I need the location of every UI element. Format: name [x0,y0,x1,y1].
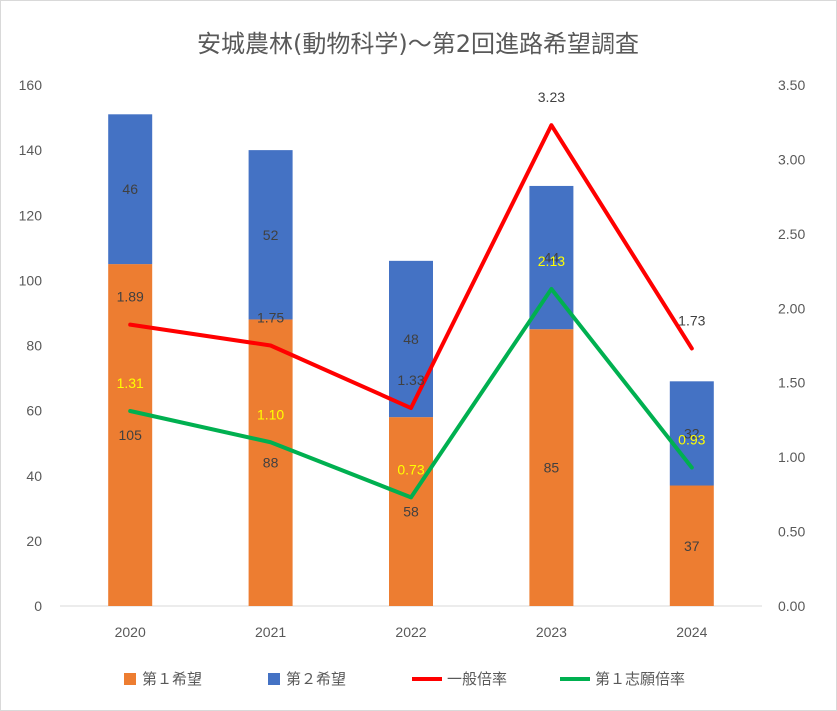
bar-value-label: 105 [119,427,143,443]
bar-data-labels: 105 88 58 85 37 46 52 48 44 32 [119,181,700,554]
bar-value-label: 88 [263,455,279,471]
line-value-label: 0.73 [397,461,424,477]
right-tick-label: 0.50 [778,524,805,540]
right-tick-label: 2.00 [778,300,805,316]
left-tick-label: 80 [26,338,42,354]
x-axis: 2020 2021 2022 2023 2024 [115,624,708,640]
left-tick-label: 20 [26,533,42,549]
left-tick-label: 140 [19,142,43,158]
legend: 第１希望 第２希望 一般倍率 第１志願倍率 [124,670,685,688]
bar-second-choice [108,114,153,265]
bar-value-label: 44 [544,250,560,266]
right-tick-label: 2.50 [778,226,805,242]
left-axis: 0 20 40 60 80 100 120 140 160 [19,77,43,614]
legend-label: 第１希望 [142,670,202,688]
bar-first-choice [108,264,153,606]
line-value-label: 0.93 [678,432,705,448]
line-value-label: 1.75 [257,310,284,326]
right-tick-label: 3.00 [778,151,805,167]
x-tick-label: 2021 [255,624,286,640]
x-tick-label: 2023 [536,624,567,640]
right-tick-label: 3.50 [778,77,805,93]
x-tick-label: 2022 [395,624,426,640]
x-tick-label: 2024 [676,624,707,640]
line-data-labels: 1.89 1.75 1.33 3.23 1.73 1.31 1.10 0.73 2.13 0.93 [117,89,706,477]
legend-label: 一般倍率 [447,670,507,688]
bar-value-label: 52 [263,227,279,243]
left-tick-label: 120 [19,207,43,223]
bar-value-label: 32 [684,425,700,441]
legend-label: 第１志願倍率 [595,670,685,688]
bar-value-label: 48 [403,331,419,347]
line-value-label: 3.23 [538,89,565,105]
x-tick-label: 2020 [115,624,146,640]
left-tick-label: 40 [26,468,42,484]
bar-second-choice [248,150,293,320]
line-series [128,123,694,500]
left-tick-label: 100 [19,272,43,288]
bar-first-choice [529,329,574,606]
legend-label: 第２希望 [286,670,346,688]
left-tick-label: 0 [34,598,42,614]
legend-swatch [268,673,280,685]
line-value-label: 1.31 [117,375,144,391]
bar-second-choice [389,260,433,418]
bar-value-label: 37 [684,538,700,554]
line-value-label: 1.73 [678,312,705,328]
bar-value-label: 85 [544,460,560,476]
right-tick-label: 1.00 [778,449,805,465]
bar-first-choice [669,485,714,606]
left-tick-label: 60 [26,403,42,419]
bar-series [108,114,714,606]
line-value-label: 1.89 [117,289,144,305]
left-tick-label: 160 [19,77,43,93]
right-axis: 0.00 0.50 1.00 1.50 2.00 2.50 3.00 3.50 [778,77,805,614]
legend-swatch [124,673,136,685]
bar-first-choice [389,417,433,606]
line-value-label: 1.33 [397,372,424,388]
bar-value-label: 58 [403,504,419,520]
bar-first-choice [248,319,293,606]
line-value-label: 2.13 [538,253,565,269]
right-tick-label: 0.00 [778,598,805,614]
bar-value-label: 46 [122,181,138,197]
line-value-label: 1.10 [257,406,284,422]
chart-title: 安城農林(動物科学)〜第2回進路希望調査 [197,30,639,58]
right-tick-label: 1.50 [778,375,805,391]
